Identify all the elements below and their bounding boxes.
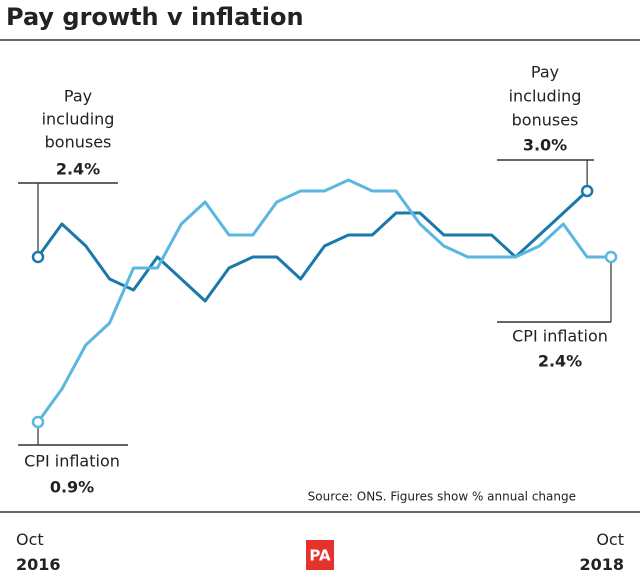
series-label: CPI inflation <box>24 452 120 471</box>
series-label: CPI inflation <box>512 327 608 346</box>
data-label: 0.9% <box>50 478 94 497</box>
logo: PA <box>309 547 331 565</box>
x-tick-label: Oct 2016 <box>16 530 61 574</box>
series-label: Pay <box>64 87 92 106</box>
series-label: including <box>509 87 582 106</box>
x-tick-label: Oct 2018 <box>579 530 624 574</box>
data-label: 2.4% <box>56 160 100 179</box>
data-label: 3.0% <box>523 136 567 155</box>
data-label: 2.4% <box>538 352 582 371</box>
x-tick-year: 2018 <box>579 555 624 574</box>
series-label: Pay <box>531 63 559 82</box>
series-label: including <box>42 110 115 129</box>
series-line <box>36 189 589 303</box>
end-marker <box>604 250 618 264</box>
series-line <box>36 178 611 423</box>
x-tick-month: Oct <box>596 530 624 549</box>
x-tick-year: 2016 <box>16 555 61 574</box>
source: Source: ONS. Figures show % annual chang… <box>308 490 576 504</box>
logo-box <box>306 540 334 570</box>
chart-title: Pay growth v inflation <box>6 3 304 31</box>
end-marker <box>31 250 45 264</box>
series-label: bonuses <box>45 133 112 152</box>
x-tick-month: Oct <box>16 530 44 549</box>
end-marker <box>31 415 45 429</box>
end-marker <box>580 184 594 198</box>
series-label: bonuses <box>512 111 579 130</box>
